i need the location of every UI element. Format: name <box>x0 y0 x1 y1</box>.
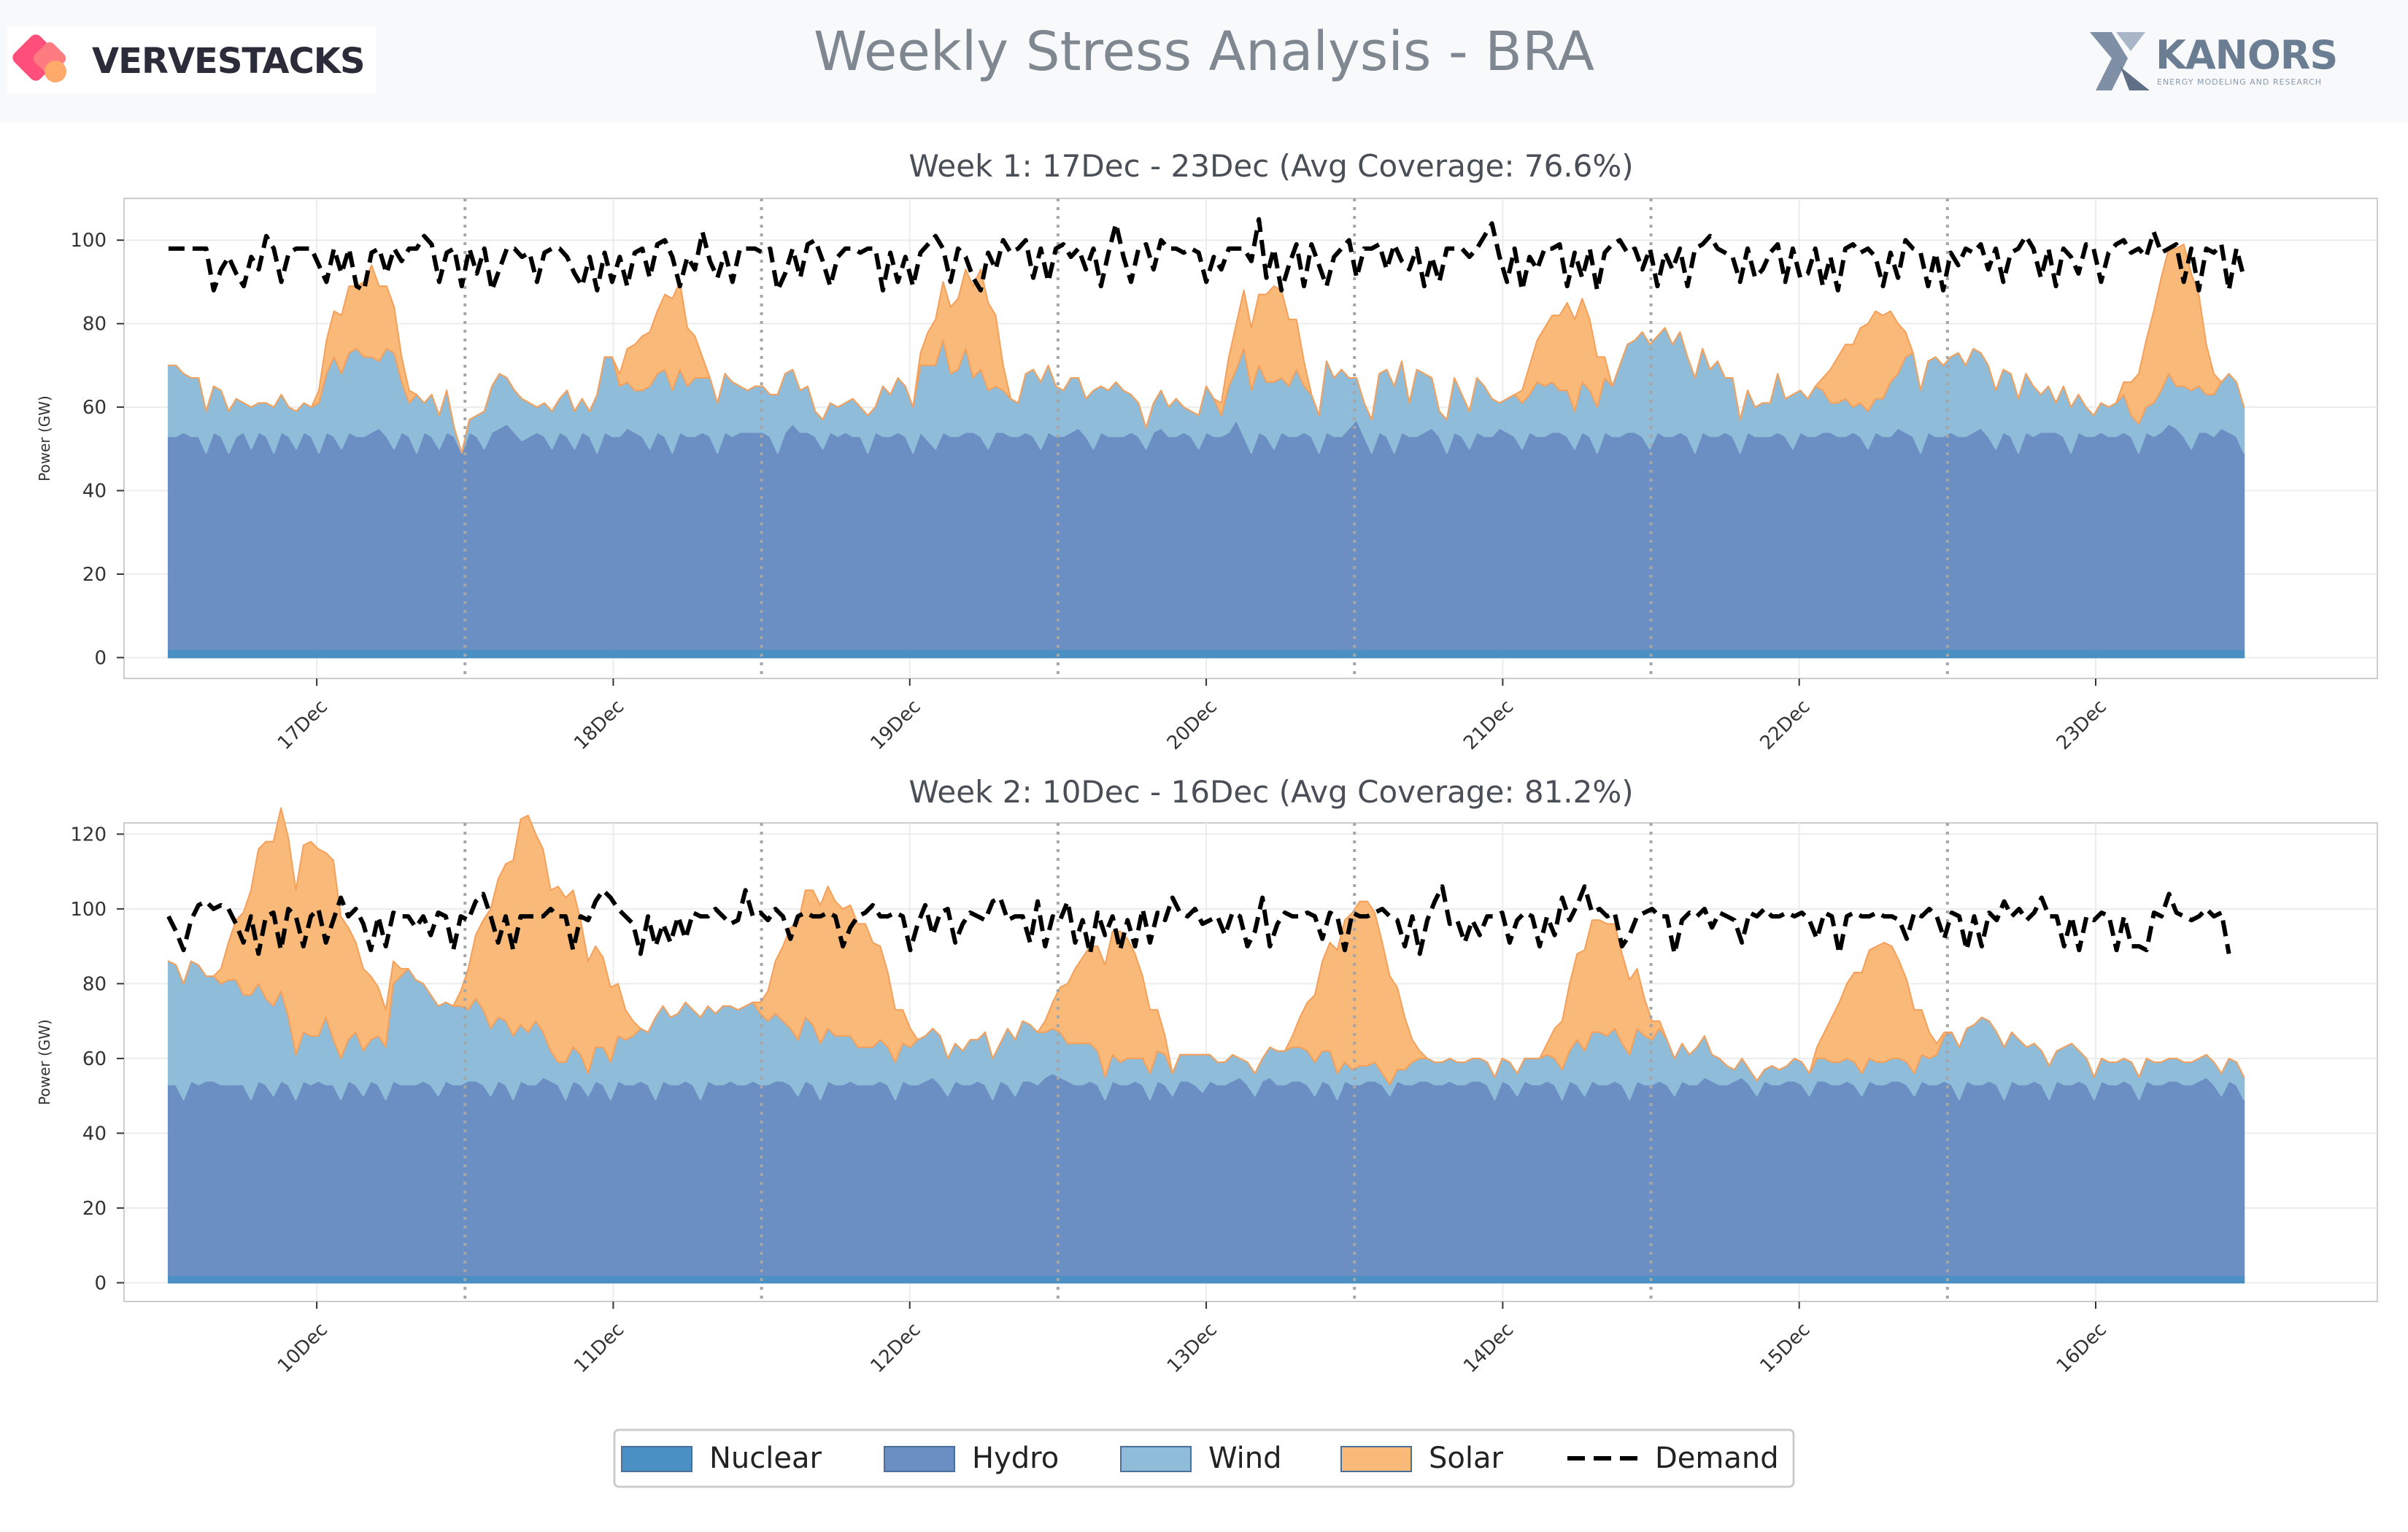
y-tick-label: 100 <box>70 899 107 921</box>
x-tick-label: 18Dec <box>570 696 628 754</box>
x-tick-label: 19Dec <box>866 696 925 754</box>
demand-legend-label: Demand <box>1655 1442 1779 1475</box>
y-tick-label: 40 <box>82 1123 107 1145</box>
hydro-area <box>169 419 2244 649</box>
y-axis-label: Power (GW) <box>36 395 53 481</box>
nuclear-area <box>169 1275 2244 1283</box>
solar-legend-swatch <box>1341 1447 1411 1471</box>
y-tick-label: 20 <box>82 564 107 586</box>
nuclear-legend-label: Nuclear <box>709 1442 822 1475</box>
x-tick-label: 22Dec <box>1756 696 1814 754</box>
nuclear-legend-swatch <box>622 1447 692 1471</box>
x-tick-label: 12Dec <box>866 1319 925 1377</box>
panel-title: Week 2: 10Dec - 16Dec (Avg Coverage: 81.… <box>908 774 1633 810</box>
y-tick-label: 60 <box>82 1048 107 1070</box>
x-tick-label: 14Dec <box>1459 1319 1518 1377</box>
x-tick-label: 17Dec <box>274 696 332 754</box>
y-tick-label: 80 <box>82 314 107 336</box>
x-tick-label: 16Dec <box>2053 1319 2111 1377</box>
y-axis-label: Power (GW) <box>36 1019 53 1105</box>
y-tick-label: 100 <box>70 230 107 252</box>
y-tick-label: 40 <box>82 481 107 503</box>
hydro-area <box>169 1073 2244 1275</box>
week2-panel: 0 20 40 60 80 100 120 10Dec 11Dec 12Dec 13Dec 14Dec… <box>36 774 2377 1377</box>
x-tick-label: 11Dec <box>570 1319 628 1377</box>
x-tick-label: 23Dec <box>2053 696 2111 754</box>
y-tick-label: 20 <box>82 1198 107 1220</box>
x-tick-label: 20Dec <box>1163 696 1222 754</box>
legend: Nuclear Hydro Wind Solar Demand <box>614 1430 1794 1487</box>
wind-legend-label: Wind <box>1208 1442 1282 1475</box>
hydro-legend-swatch <box>884 1447 954 1471</box>
y-tick-label: 0 <box>94 647 107 669</box>
y-tick-label: 0 <box>94 1272 107 1294</box>
x-tick-label: 10Dec <box>274 1319 332 1377</box>
week1-panel: 0 20 40 60 80 100 17Dec 18Dec 19Dec 20Dec 21Dec 22D… <box>36 148 2377 754</box>
panel-title: Week 1: 17Dec - 23Dec (Avg Coverage: 76.… <box>908 148 1633 184</box>
x-tick-label: 13Dec <box>1163 1319 1222 1377</box>
y-tick-label: 60 <box>82 397 107 419</box>
x-tick-label: 21Dec <box>1459 696 1518 754</box>
y-tick-label: 80 <box>82 973 107 995</box>
y-tick-label: 120 <box>70 824 107 846</box>
nuclear-area <box>169 649 2244 658</box>
solar-legend-label: Solar <box>1429 1442 1503 1475</box>
hydro-legend-label: Hydro <box>972 1442 1059 1475</box>
x-tick-label: 15Dec <box>1756 1319 1814 1377</box>
wind-legend-swatch <box>1121 1447 1191 1471</box>
